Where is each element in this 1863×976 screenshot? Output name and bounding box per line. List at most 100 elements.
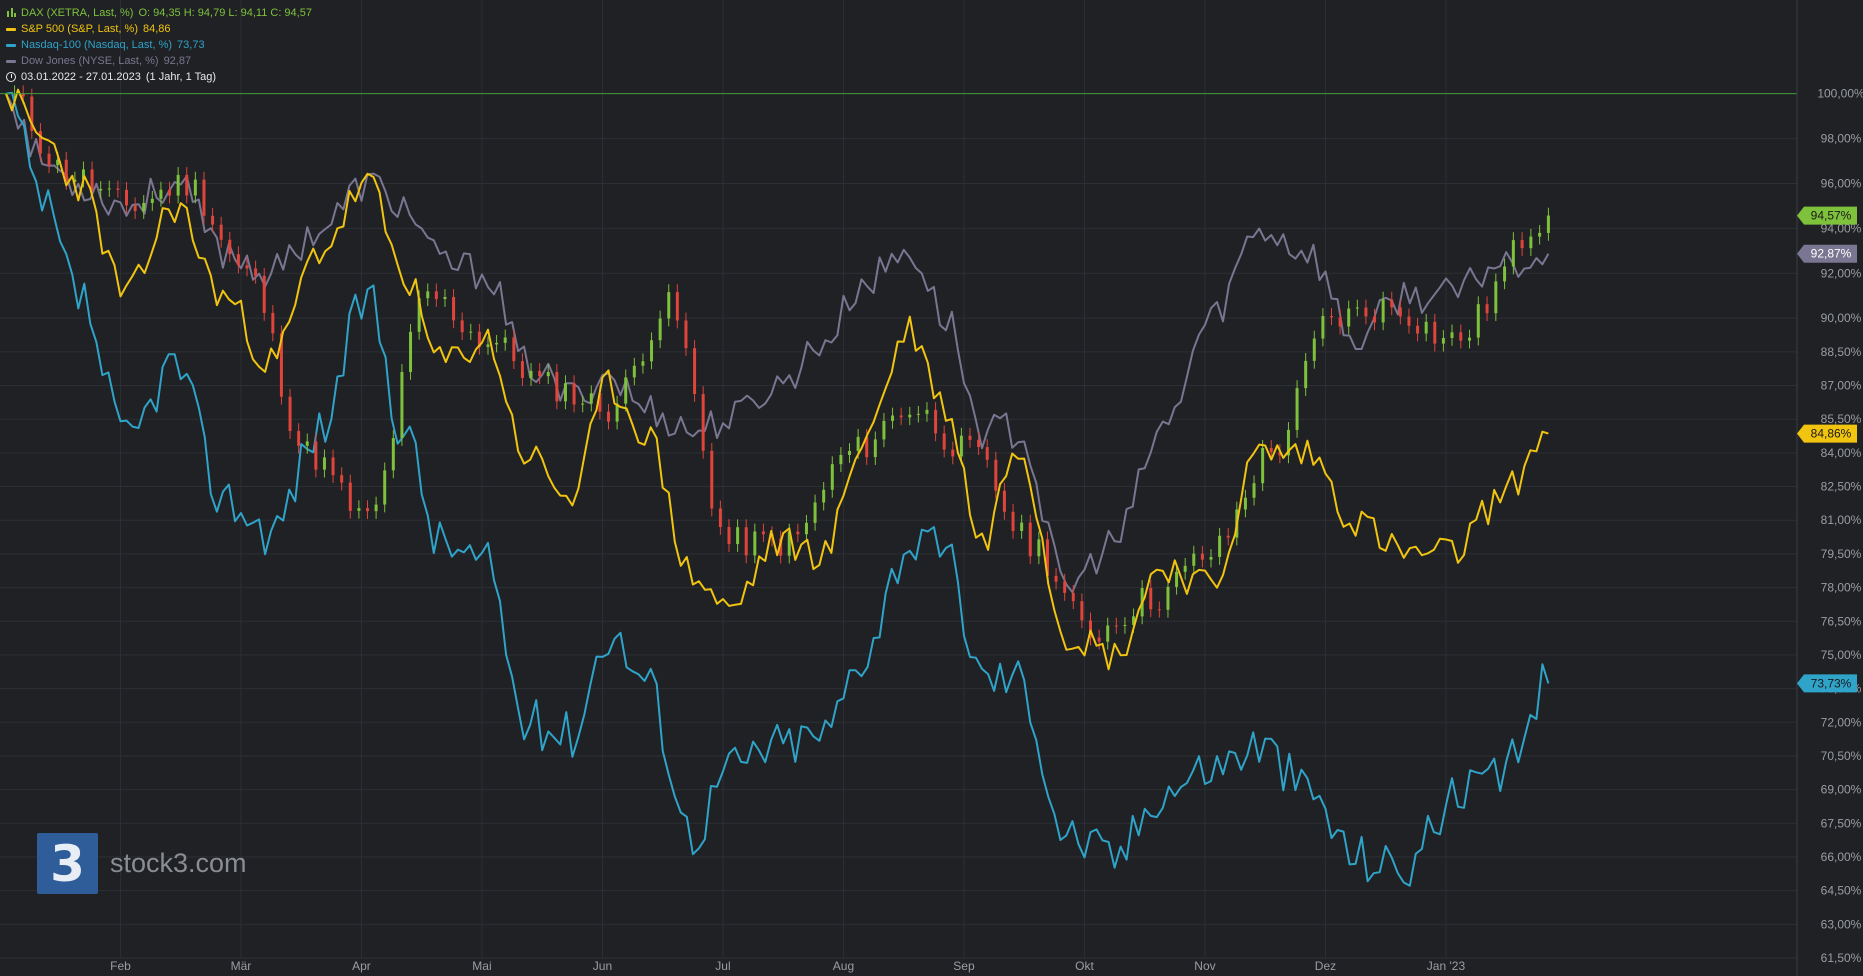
dax-candle-body — [891, 415, 895, 421]
dax-candle-body — [1538, 232, 1542, 237]
dax-candle-body — [469, 331, 473, 333]
dax-candle-body — [925, 409, 929, 414]
dax-candle-body — [1045, 539, 1049, 576]
y-tick-label: 79,50% — [1821, 547, 1862, 561]
dax-candle-body — [90, 169, 94, 191]
dax-candle-body — [744, 527, 748, 556]
dax-candle-body — [1123, 624, 1127, 626]
dax-candle-body — [228, 239, 232, 255]
dax-candle-body — [1218, 535, 1222, 557]
dax-candle-body — [1020, 522, 1024, 531]
dax-candle-body — [710, 450, 714, 509]
x-tick-label: Apr — [352, 959, 371, 973]
dax-candle-body — [813, 502, 817, 523]
last-value-text: 73,73% — [1811, 676, 1852, 690]
dax-candle-body — [1390, 299, 1394, 308]
dax-candle-body — [409, 331, 413, 372]
y-tick-label: 75,00% — [1821, 648, 1862, 662]
legend-dow-swatch — [6, 59, 16, 63]
y-tick-label: 87,00% — [1821, 379, 1862, 393]
y-tick-label: 72,00% — [1821, 715, 1862, 729]
dax-candle-body — [1416, 325, 1420, 334]
y-tick-label: 70,50% — [1821, 749, 1862, 763]
x-tick-label: Sep — [953, 959, 975, 973]
dax-candle-body — [434, 291, 438, 300]
dax-candle-body — [254, 268, 258, 276]
dax-candle-body — [176, 174, 180, 196]
legend-row-dow[interactable]: Dow Jones (NYSE, Last, %) 92,87 — [6, 53, 312, 69]
dax-candle-body — [908, 414, 912, 418]
x-tick-label: Aug — [833, 959, 854, 973]
dax-candle-body — [125, 189, 128, 206]
dax-candle-body — [1485, 304, 1489, 314]
dax-candle-body — [1529, 236, 1533, 249]
dax-candle-body — [348, 482, 352, 511]
dax-candle-body — [632, 365, 636, 378]
last-value-text: 92,87% — [1811, 247, 1852, 261]
last-value-tag — [1797, 206, 1857, 225]
dax-candle-body — [1511, 240, 1515, 267]
dax-candle-body — [452, 296, 456, 321]
legend-row-nasdaq[interactable]: Nasdaq-100 (Nasdaq, Last, %) 73,73 — [6, 37, 312, 53]
dax-candle-body — [1252, 483, 1256, 498]
dax-candle-body — [942, 433, 946, 450]
dax-candle-body — [1476, 304, 1480, 338]
dax-candle-body — [1381, 299, 1385, 323]
dax-candle-body — [977, 439, 981, 448]
stock3-logo[interactable]: 3 stock3.com — [37, 833, 247, 894]
dax-candle-body — [1192, 553, 1196, 566]
dax-candle-body — [1071, 592, 1075, 602]
dax-candle-body — [400, 371, 404, 439]
dax-candle-body — [391, 438, 395, 471]
x-axis[interactable]: Feb Mär Apr Mai Jun Jul Aug Sep Okt Nov Dez Jan '23 — [110, 959, 1465, 973]
legend-row-sp500[interactable]: S&P 500 (S&P, Last, %) 84,86 — [6, 21, 312, 37]
y-tick-label: 94,00% — [1821, 221, 1862, 235]
dax-candle-body — [796, 531, 800, 535]
dax-candle-body — [1063, 581, 1067, 593]
dax-candle-body — [159, 189, 163, 199]
dax-candle-body — [1226, 535, 1230, 538]
dax-candle-body — [787, 531, 791, 556]
legend-row-dax[interactable]: DAX (XETRA, Last, %) O: 94,35 H: 94,79 L… — [6, 5, 312, 21]
dax-candle-body — [21, 93, 25, 97]
dax-candle-body — [1304, 360, 1308, 389]
dax-candle-body — [934, 409, 938, 434]
dax-candle-body — [1347, 308, 1351, 327]
dax-candle-body — [262, 275, 266, 313]
dax-candle-body — [856, 436, 860, 451]
legend-range-dates: 03.01.2022 - 27.01.2023 — [21, 71, 141, 83]
dax-candle-body — [701, 394, 705, 451]
dax-candle-body — [1183, 565, 1187, 572]
stock3-logo-icon: 3 — [37, 833, 98, 894]
y-tick-label: 76,50% — [1821, 614, 1862, 628]
dax-candle-body — [581, 403, 585, 405]
dax-candle-body — [383, 470, 387, 505]
dax-candle-body — [1286, 429, 1290, 456]
dax-candle-body — [495, 342, 499, 345]
dax-candle-body — [1364, 307, 1368, 317]
dax-candle-body — [1089, 620, 1092, 638]
dax-candle-body — [56, 159, 60, 166]
dax-candle-body — [477, 331, 481, 347]
dax-candle-body — [142, 202, 146, 212]
y-axis[interactable]: 100,00% 98,00% 96,00% 94,00% 92,00% 90,00% 88,… — [1817, 87, 1863, 965]
legend-dow-value: 92,87 — [163, 55, 192, 67]
dax-candle-body — [1407, 316, 1411, 326]
y-tick-label: 92,00% — [1821, 266, 1862, 280]
dax-candle-body — [81, 169, 85, 180]
dax-candle-body — [804, 522, 808, 535]
dax-candle-body — [555, 372, 559, 402]
y-tick-label: 85,50% — [1821, 412, 1862, 426]
legend-row-range[interactable]: 03.01.2022 - 27.01.2023 (1 Jahr, 1 Tag) — [6, 69, 312, 85]
dax-candle-body — [116, 188, 120, 190]
dax-candle-body — [1433, 321, 1437, 344]
chart-legend: DAX (XETRA, Last, %) O: 94,35 H: 94,79 L… — [6, 5, 312, 85]
clock-icon — [6, 72, 16, 82]
dax-candle-body — [1054, 575, 1058, 582]
dax-candle-body — [357, 508, 361, 511]
dax-candle-body — [460, 320, 464, 333]
dax-candle-body — [727, 526, 731, 545]
dax-candle-body — [848, 450, 851, 455]
